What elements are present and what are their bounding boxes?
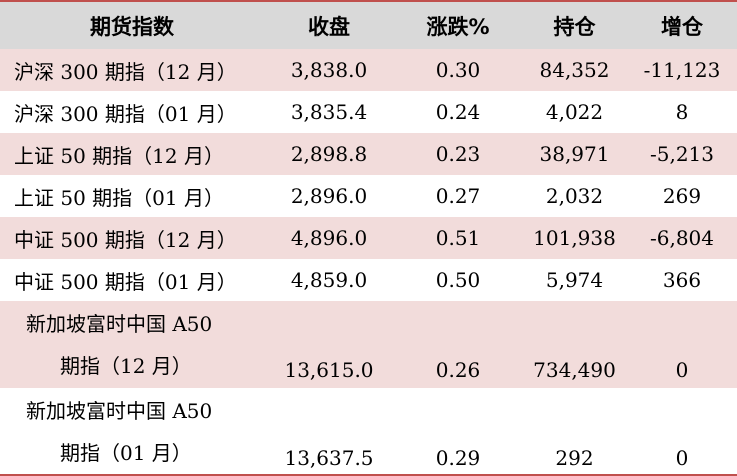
- table-row: 上证 50 期指（01 月） 2,896.0 0.27 2,032 269: [0, 175, 737, 217]
- row-name-line2: 期指（12 月）: [60, 353, 192, 378]
- row-name-line1: 新加坡富时中国 A50: [26, 311, 213, 336]
- row-change: 0.24: [435, 100, 481, 124]
- row-name: 沪深 300 期指（12 月）: [14, 59, 237, 84]
- row-position: 84,352: [539, 58, 610, 82]
- table-header-row: 期货指数 收盘 涨跌% 持仓 增仓: [0, 2, 737, 49]
- table-row: 沪深 300 期指（12 月） 3,838.0 0.30 84,352 -11,…: [0, 49, 737, 91]
- row-close: 2,896.0: [290, 184, 368, 208]
- row-position: 2,032: [545, 184, 604, 208]
- header-name: 期货指数: [90, 14, 174, 39]
- header-position: 持仓: [553, 14, 596, 39]
- row-position-change: 8: [675, 100, 689, 124]
- row-position: 734,490: [533, 358, 616, 382]
- row-position-change: -6,804: [649, 226, 714, 250]
- row-change: 0.50: [435, 268, 481, 292]
- row-position: 4,022: [545, 100, 604, 124]
- row-position-change: -5,213: [649, 142, 714, 166]
- row-close: 3,835.4: [290, 100, 368, 124]
- table-row: 上证 50 期指（12 月） 2,898.8 0.23 38,971 -5,21…: [0, 133, 737, 175]
- row-name: 中证 500 期指（12 月）: [14, 227, 237, 252]
- row-position-change: 366: [662, 268, 702, 292]
- row-position-change: 0: [675, 446, 689, 470]
- row-name: 新加坡富时中国 A50 期指（01 月）: [14, 388, 264, 476]
- row-close: 2,898.8: [290, 142, 368, 166]
- row-close: 3,838.0: [290, 58, 368, 82]
- row-close: 4,896.0: [290, 226, 368, 250]
- table-row: 中证 500 期指（01 月） 4,859.0 0.50 5,974 366: [0, 259, 737, 301]
- table-row: 沪深 300 期指（01 月） 3,835.4 0.24 4,022 8: [0, 91, 737, 133]
- row-position-change: -11,123: [643, 58, 721, 82]
- row-change: 0.23: [435, 142, 481, 166]
- row-close: 13,637.5: [284, 446, 374, 470]
- row-position: 101,938: [533, 226, 616, 250]
- row-position-change: 0: [675, 358, 689, 382]
- row-change: 0.30: [435, 58, 481, 82]
- row-change: 0.29: [435, 446, 481, 470]
- row-position-change: 269: [662, 184, 702, 208]
- row-close: 13,615.0: [284, 358, 374, 382]
- header-position-change: 增仓: [661, 14, 703, 39]
- row-name: 上证 50 期指（01 月）: [14, 185, 224, 210]
- row-change: 0.51: [435, 226, 481, 250]
- row-close: 4,859.0: [290, 268, 368, 292]
- header-change: 涨跌%: [426, 14, 490, 39]
- row-name-line2: 期指（01 月）: [60, 441, 192, 465]
- row-name: 沪深 300 期指（01 月）: [14, 101, 237, 126]
- row-position: 38,971: [539, 142, 610, 166]
- row-name-line1: 新加坡富时中国 A50: [26, 399, 213, 423]
- row-position: 5,974: [545, 268, 604, 292]
- row-name: 新加坡富时中国 A50 期指（12 月）: [14, 301, 264, 388]
- row-name: 中证 500 期指（01 月）: [14, 269, 237, 294]
- row-change: 0.26: [435, 358, 481, 382]
- table-row: 中证 500 期指（12 月） 4,896.0 0.51 101,938 -6,…: [0, 217, 737, 259]
- table-row: 新加坡富时中国 A50 期指（12 月） 13,615.0 0.26 734,4…: [0, 301, 737, 388]
- row-position: 292: [555, 446, 594, 470]
- row-change: 0.27: [435, 184, 481, 208]
- table-row: 新加坡富时中国 A50 期指（01 月） 13,637.5 0.29 292 0: [0, 388, 737, 476]
- header-close: 收盘: [308, 14, 350, 39]
- row-name: 上证 50 期指（12 月）: [14, 143, 224, 168]
